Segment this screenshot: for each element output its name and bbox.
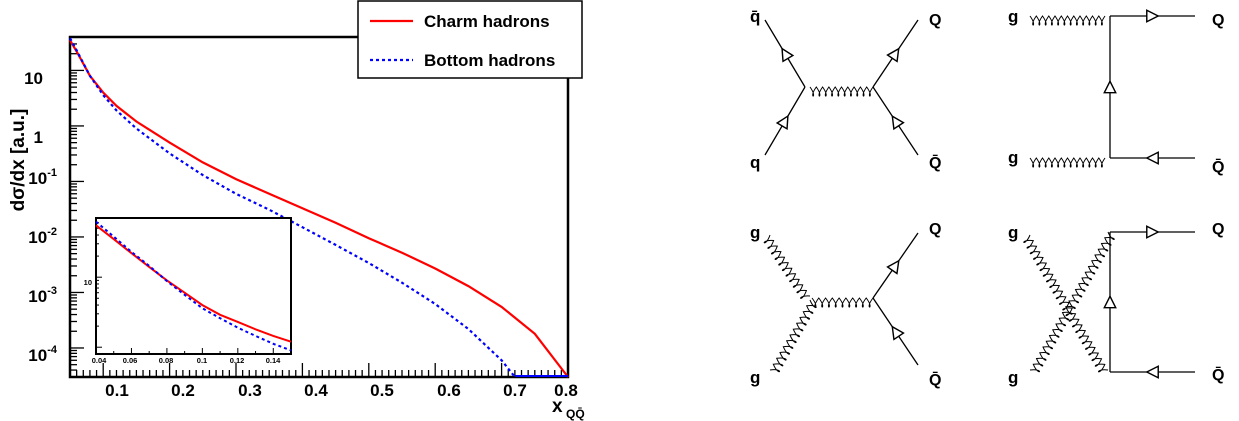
y-tick-label: 10-2 [28, 226, 57, 247]
x-tick-label: 0.3 [238, 381, 262, 400]
inset-x-tick-label: 0.04 [92, 356, 107, 365]
diagram-1-label-bottom-right: Q̄ [929, 153, 941, 172]
main-plot-frame [68, 35, 570, 379]
y-tick-label: 10-3 [28, 285, 57, 306]
x-tick-labels: 0.1 0.2 0.3 0.4 0.5 0.6 0.7 0.8 [105, 381, 578, 400]
diagram-1-label-top-right: Q [929, 12, 941, 29]
inset-plot-curves [95, 220, 292, 352]
main-plot-curves [69, 37, 569, 378]
legend-box [357, 0, 583, 79]
diagram-1-heavy-quark-line [872, 19, 919, 88]
diagram-4-labels: g g Q Q̄ [1008, 221, 1224, 387]
inset-axis-ticks [95, 222, 292, 354]
x-tick-label: 0.1 [105, 381, 129, 400]
diagram-2-label-bottom-left: g [1008, 148, 1018, 167]
diagram-2-label-bottom-right: Q̄ [1212, 157, 1224, 176]
diagram-2-labels: g g Q Q̄ [1008, 7, 1224, 176]
diagram-1-labels: q̄ q Q Q̄ [750, 7, 941, 172]
diagram-3-label-bottom-left: g [750, 368, 760, 387]
x-tick-label: 0.7 [503, 381, 527, 400]
inset-x-tick-label: 0.06 [123, 356, 138, 365]
diagram-2-label-top-right: Q [1212, 12, 1224, 29]
inset-x-tick-label: 0.12 [230, 356, 245, 365]
cross-section-chart: dσ/dx [a.u.] x QQ̄ 0.1 0.2 0.3 0.4 0.5 0… [8, 0, 585, 421]
x-axis-label: x QQ̄ [552, 396, 585, 421]
inset-x-tick-label: 0.14 [266, 356, 281, 365]
y-tick-label: 10-1 [28, 167, 57, 188]
diagram-4-label-top-left: g [1008, 223, 1018, 242]
legend-label-bottom: Bottom hadrons [424, 51, 555, 70]
diagram-3-gluon-bottom [769, 299, 817, 373]
y-tick-labels: 10-4 10-3 10-2 10-1 1 10 [24, 69, 58, 365]
x-tick-label: 0.8 [554, 381, 578, 400]
diagram-1-antiquark-line [764, 19, 806, 88]
inset-y-tick-label: 10 [84, 278, 92, 287]
diagram-4-label-top-right: Q [1212, 221, 1224, 238]
y-tick-label: 10-4 [28, 344, 58, 365]
y-tick-label: 1 [34, 128, 43, 147]
y-axis-label: dσ/dx [a.u.] [8, 109, 29, 212]
diagram-3-heavy-antiquark-line [872, 297, 919, 366]
inset-x-tick-label: 0.08 [159, 356, 174, 365]
x-tick-label: 0.5 [370, 381, 394, 400]
inset-plot: 0.04 0.06 0.08 0.1 0.12 0.14 10 [84, 217, 292, 365]
x-tick-label: 0.4 [304, 381, 328, 400]
charm-hadrons-line [69, 39, 569, 378]
diagram-1-label-bottom-left: q [750, 153, 760, 172]
inset-bottom-line [95, 220, 292, 352]
diagram-2-gluon-bottom [1029, 157, 1106, 168]
diagram-1-label-top-left: q̄ [750, 7, 760, 26]
diagram-3-gluon-propagator [811, 297, 874, 308]
diagram-1-heavy-antiquark-line [872, 86, 919, 156]
inset-x-tick-labels: 0.04 0.06 0.08 0.1 0.12 0.14 [92, 356, 281, 365]
x-tick-label: 0.6 [437, 381, 461, 400]
x-axis-label-subscript: QQ̄ [566, 407, 585, 421]
diagram-1-gluon-propagator [809, 86, 874, 97]
diagram-1-quark-line [764, 86, 806, 156]
diagram-3-label-top-left: g [750, 223, 760, 242]
diagram-3-label-top-right: Q [929, 221, 941, 238]
diagram-4-gluon-crossed-b [1029, 231, 1115, 373]
legend-label-charm: Charm hadrons [424, 12, 550, 31]
diagram-4-gluon-crossed-a [1023, 234, 1109, 373]
x-axis-label-main: x [552, 396, 563, 417]
diagram-2-label-top-left: g [1008, 7, 1018, 26]
diagram-3-gluon-top [763, 234, 811, 299]
inset-charm-line [95, 224, 292, 343]
bottom-hadrons-line [69, 37, 516, 378]
chart-legend: Charm hadrons Bottom hadrons [357, 0, 583, 79]
diagram-2-gluon-top [1029, 15, 1106, 26]
diagram-lines [763, 15, 1195, 373]
diagram-3-label-bottom-right: Q̄ [929, 370, 941, 389]
inset-x-tick-label: 0.1 [197, 356, 207, 365]
diagram-4-label-bottom-right: Q̄ [1212, 365, 1224, 384]
x-tick-label: 0.2 [171, 381, 195, 400]
diagram-4-label-bottom-left: g [1008, 368, 1018, 387]
diagram-3-labels: g g Q Q̄ [750, 221, 941, 389]
y-tick-label: 10 [24, 69, 43, 88]
diagram-3-heavy-quark-line [872, 232, 919, 299]
